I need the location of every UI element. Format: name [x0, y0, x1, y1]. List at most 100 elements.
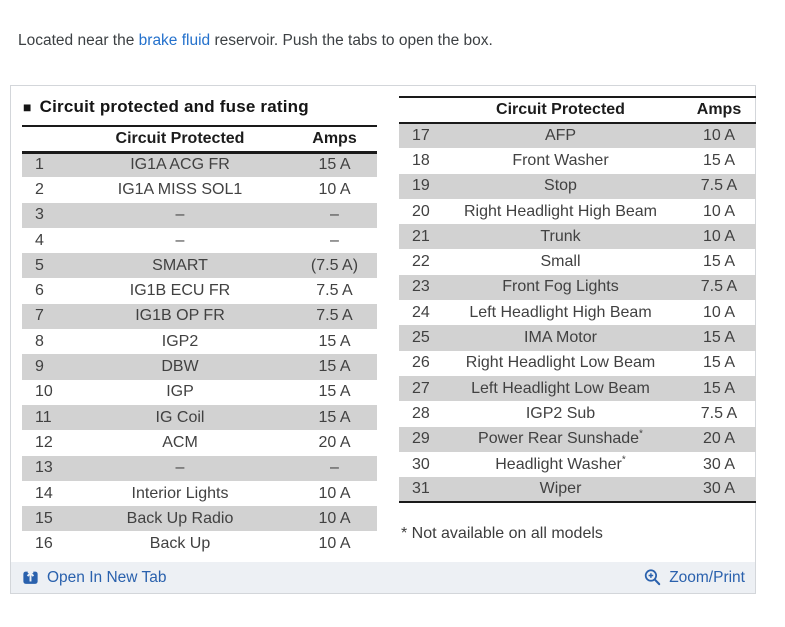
right-fuse-table: Circuit Protected Amps 17 AFP 10 A 18 Front …: [399, 96, 756, 503]
fuse-number: 20: [412, 202, 430, 220]
amps-value: 10 A: [318, 180, 351, 198]
fuse-number: 22: [412, 253, 430, 271]
left-table-header-row: Circuit Protected Amps: [22, 126, 377, 152]
open-in-new-tab-label: Open In New Tab: [47, 568, 167, 586]
circuit-name: IG1A MISS SOL1: [117, 180, 243, 198]
fuse-row-7: 7 IG1B OP FR 7.5 A: [22, 303, 377, 330]
amps-value: –: [330, 459, 339, 477]
circuit-name: IG1A ACG FR: [130, 156, 230, 174]
amps-value: (7.5 A): [310, 256, 359, 274]
fuse-number: 27: [412, 379, 430, 397]
fuse-row-12: 12 ACM 20 A: [22, 430, 377, 455]
circuit-name: Small: [540, 253, 581, 271]
fuse-number: 21: [412, 227, 430, 245]
panel-footer-bar: Open In New Tab Zoom/Print: [11, 562, 755, 593]
fuse-number: 11: [35, 408, 52, 426]
amps-value: 10 A: [318, 484, 351, 502]
amps-value: 10 A: [318, 509, 351, 527]
circuit-name: Back Up: [149, 535, 211, 553]
amps-value: 10 A: [702, 303, 736, 321]
circuit-name: Front Washer: [512, 151, 609, 169]
section-title: ■ Circuit protected and fuse rating: [22, 96, 377, 125]
fuse-number: 2: [35, 180, 44, 198]
fuse-number: 14: [35, 484, 53, 502]
footnote-marker: *: [621, 454, 626, 466]
amps-value: 15 A: [702, 379, 736, 397]
fuse-number: 9: [35, 358, 44, 376]
circuit-column-header: Circuit Protected: [115, 129, 245, 147]
circuit-name: Interior Lights: [131, 484, 229, 502]
amps-value: –: [330, 231, 339, 249]
amps-value: 7.5 A: [700, 404, 738, 422]
amps-value: 30 A: [702, 455, 736, 473]
circuit-name: Power Rear Sunshade*: [439, 427, 682, 452]
circuit-name: DBW: [161, 358, 199, 376]
models-footnote: * Not available on all models: [401, 525, 603, 543]
amps-value: 10 A: [318, 535, 351, 553]
fuse-row-26: 26 Right Headlight Low Beam 15 A: [399, 351, 756, 376]
amps-value: 7.5 A: [700, 278, 738, 296]
fuse-number: 8: [35, 332, 44, 350]
amps-value: 10 A: [702, 227, 736, 245]
amps-value: 7.5 A: [316, 282, 353, 300]
fuse-number: 24: [412, 303, 430, 321]
fuse-number: 12: [35, 433, 53, 451]
fuse-row-10: 10 IGP 15 A: [22, 380, 377, 405]
square-bullet-icon: ■: [23, 99, 32, 115]
circuit-name: SMART: [152, 256, 208, 274]
fuse-number: 15: [35, 509, 53, 527]
amps-value: 15 A: [318, 358, 351, 376]
fuse-row-15: 15 Back Up Radio 10 A: [22, 506, 377, 532]
intro-prefix: Located near the: [18, 31, 139, 49]
fuse-row-29: 29 Power Rear Sunshade* 20 A: [399, 426, 756, 452]
amps-value: 15 A: [318, 408, 351, 426]
amps-value: –: [330, 206, 339, 224]
circuit-name: –: [175, 231, 185, 249]
fuse-row-2: 2 IG1A MISS SOL1 10 A: [22, 177, 377, 202]
fuse-row-25: 25 IMA Motor 15 A: [399, 325, 756, 351]
number-column-header: [22, 126, 68, 152]
zoom-print-link[interactable]: Zoom/Print: [643, 568, 745, 587]
fuse-number: 25: [412, 329, 430, 347]
circuit-name: ACM: [162, 433, 198, 451]
fuse-number: 28: [412, 404, 430, 422]
circuit-name: Headlight Washer*: [439, 452, 682, 477]
fuse-number: 7: [35, 307, 44, 325]
zoom-print-label: Zoom/Print: [669, 568, 745, 586]
circuit-name: Stop: [544, 177, 577, 195]
fuse-row-18: 18 Front Washer 15 A: [399, 148, 756, 173]
fuse-row-14: 14 Interior Lights 10 A: [22, 481, 377, 506]
fuse-row-4: 4 – –: [22, 228, 377, 253]
intro-suffix: reservoir. Push the tabs to open the box…: [210, 31, 493, 49]
circuit-name: IG1B ECU FR: [129, 282, 231, 300]
circuit-name: AFP: [544, 127, 577, 145]
circuit-name-text: Headlight Washer: [495, 455, 622, 473]
fuse-row-21: 21 Trunk 10 A: [399, 224, 756, 250]
amps-value: 15 A: [318, 156, 351, 174]
amps-column-header: Amps: [312, 129, 357, 147]
open-in-new-tab-link[interactable]: Open In New Tab: [21, 568, 166, 587]
fuse-row-3: 3 – –: [22, 202, 377, 228]
footnote-marker: *: [639, 428, 643, 440]
fuse-row-16: 16 Back Up 10 A: [22, 531, 377, 556]
circuit-name: IGP2: [161, 332, 199, 350]
circuit-name: Back Up Radio: [126, 509, 234, 527]
fuse-row-5: 5 SMART (7.5 A): [22, 253, 377, 279]
fuse-number: 17: [412, 127, 430, 145]
zoom-plus-icon: [643, 568, 662, 587]
brake-fluid-link[interactable]: brake fluid: [138, 31, 211, 49]
fuse-number: 6: [35, 282, 44, 300]
fuse-row-19: 19 Stop 7.5 A: [399, 173, 756, 199]
number-column-header: [399, 97, 439, 123]
amps-value: 15 A: [702, 329, 736, 347]
fuse-row-11: 11 IG Coil 15 A: [22, 404, 377, 431]
fuse-number: 5: [35, 256, 44, 274]
circuit-name-text: Power Rear Sunshade: [478, 430, 640, 448]
circuit-name: Left Headlight Low Beam: [471, 379, 650, 397]
amps-value: 15 A: [702, 253, 736, 271]
fuse-row-30: 30 Headlight Washer* 30 A: [399, 452, 756, 477]
fuse-number: 23: [412, 278, 430, 296]
fuse-number: 4: [35, 231, 44, 249]
fuse-number: 16: [35, 535, 53, 553]
circuit-name: IG Coil: [155, 408, 205, 426]
